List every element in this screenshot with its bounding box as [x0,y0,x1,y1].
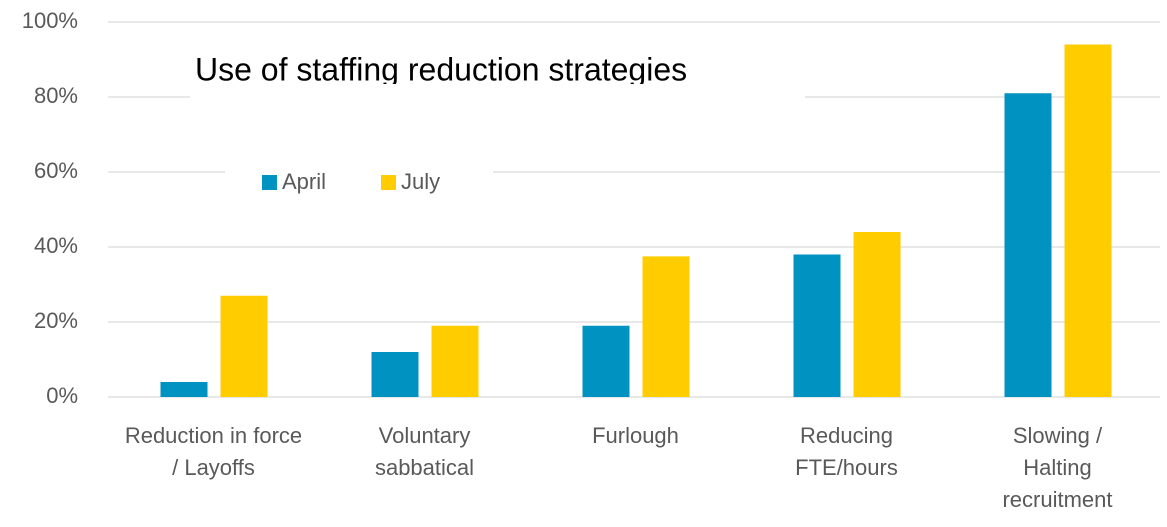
y-tick-label: 20% [34,308,78,333]
y-tick-label: 80% [34,83,78,108]
bar [1064,44,1112,397]
bar [582,325,630,397]
y-tick-label: 40% [34,233,78,258]
x-tick-label: Reduction in force / Layoffs [124,423,303,480]
bar [431,325,479,397]
y-tick-label: 100% [22,8,78,33]
bar [1004,93,1052,397]
y-tick-label: 0% [46,383,78,408]
x-tick-label: Voluntary sabbatical [374,423,475,480]
title-background [190,50,805,100]
x-tick-label: Slowing / Halting recruitment [1002,423,1113,512]
bar [642,256,690,397]
x-tick-label: Reducing FTE/hours [795,423,898,480]
bar [371,352,419,397]
legend-label: April [282,169,326,194]
bar [160,382,208,397]
legend-swatch [381,175,396,190]
bar [220,295,268,397]
chart-title: Use of staffing reduction strategies [195,51,687,87]
bar [793,254,841,397]
bar [853,232,901,397]
x-tick-label: Furlough [592,423,679,448]
legend-swatch [262,175,277,190]
y-tick-label: 60% [34,158,78,183]
legend-label: July [401,169,440,194]
